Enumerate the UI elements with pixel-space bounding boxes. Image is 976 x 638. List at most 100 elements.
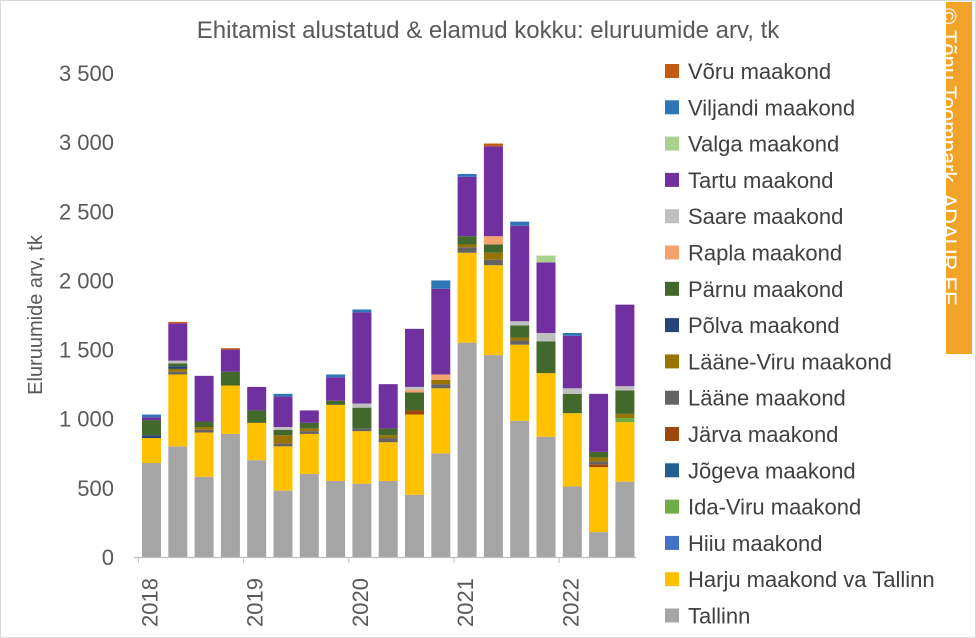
legend-swatch xyxy=(665,608,679,623)
bar-segment-19-13 xyxy=(615,304,635,387)
bar-segment-3-7 xyxy=(194,429,214,433)
bar-segment-9-7 xyxy=(352,428,372,432)
bar-segment-18-1 xyxy=(589,532,609,557)
x-year-label: 2019 xyxy=(243,578,268,627)
bar-segment-13-1 xyxy=(457,342,477,557)
legend-label: Tartu maakond xyxy=(688,168,834,193)
bar-segment-6-12 xyxy=(273,427,293,430)
bar-segment-11-2 xyxy=(405,414,424,495)
bar-segment-18-13 xyxy=(589,393,609,452)
bar-segment-7-1 xyxy=(299,474,319,557)
bar-segment-19-4 xyxy=(615,418,635,423)
chart-title: Ehitamist alustatud & elamud kokku: elur… xyxy=(197,17,780,44)
bar-segment-14-2 xyxy=(483,265,503,356)
legend-swatch xyxy=(665,572,679,587)
y-tick-label: 3 000 xyxy=(59,130,114,155)
bar-segment-10-13 xyxy=(378,384,398,429)
y-tick-label: 500 xyxy=(77,476,114,501)
bar-segment-1-9 xyxy=(142,435,161,439)
bar-segment-15-10 xyxy=(510,325,530,338)
legend-label: Saare maakond xyxy=(688,204,843,229)
legend-swatch xyxy=(665,390,679,405)
bar-segment-1-10 xyxy=(142,420,161,436)
bar-segment-1-1 xyxy=(142,462,161,557)
bar-segment-3-13 xyxy=(194,375,214,422)
bar-segment-14-1 xyxy=(483,355,503,557)
bar-segment-9-12 xyxy=(352,403,372,408)
bar-segment-5-1 xyxy=(247,460,267,557)
bar-segment-9-10 xyxy=(352,407,372,429)
bar-segment-11-12 xyxy=(405,386,424,390)
legend-label: Võru maakond xyxy=(688,59,831,84)
bar-segment-15-8 xyxy=(510,337,530,341)
bar-segment-17-12 xyxy=(562,388,582,394)
bar-segment-17-1 xyxy=(562,486,582,557)
bar-segment-13-10 xyxy=(457,236,477,245)
bar-segment-19-10 xyxy=(615,390,635,414)
legend-label: Viljandi maakond xyxy=(688,95,855,120)
legend-swatch xyxy=(665,463,679,478)
bar-segment-15-15 xyxy=(510,221,530,226)
bar-segment-7-13 xyxy=(299,410,319,423)
x-year-label: 2022 xyxy=(558,578,583,627)
bar-segment-9-1 xyxy=(352,483,372,557)
bar-segment-2-2 xyxy=(168,374,188,447)
bar-segment-7-7 xyxy=(299,431,319,434)
legend-label: Tallinn xyxy=(688,604,750,629)
credit-text: © Tõnu Toompark, ADAUR.EE xyxy=(936,8,961,306)
credit-box xyxy=(946,2,972,354)
y-tick-label: 1 500 xyxy=(59,338,114,363)
bar-segment-18-2 xyxy=(589,467,609,533)
bar-segment-1-15 xyxy=(142,414,161,418)
x-axis-ticks xyxy=(137,557,560,563)
bar-segment-10-7 xyxy=(378,438,398,443)
bar-segment-10-1 xyxy=(378,480,398,557)
bar-segment-17-15 xyxy=(562,332,582,336)
bar-segment-8-2 xyxy=(326,404,346,481)
bar-segment-17-10 xyxy=(562,393,582,414)
bar-segment-11-1 xyxy=(405,494,424,557)
legend-swatch xyxy=(665,281,679,296)
bar-segment-2-16 xyxy=(168,321,188,324)
bar-segment-18-10 xyxy=(589,451,609,458)
bar-segment-13-2 xyxy=(457,252,477,343)
bar-segment-16-2 xyxy=(536,373,556,437)
bar-segment-14-13 xyxy=(483,146,503,237)
bar-segment-15-13 xyxy=(510,225,530,322)
bar-segment-12-1 xyxy=(431,453,451,557)
bar-segment-11-13 xyxy=(405,328,424,387)
x-year-label: 2018 xyxy=(138,578,163,627)
bar-segment-9-13 xyxy=(352,312,372,404)
legend-swatch xyxy=(665,172,679,187)
bar-segment-19-2 xyxy=(615,422,635,482)
bar-segment-1-13 xyxy=(142,417,161,421)
y-tick-label: 0 xyxy=(102,545,114,570)
bar-segment-6-13 xyxy=(273,396,293,428)
legend-swatch xyxy=(665,535,679,550)
bar-segment-6-10 xyxy=(273,429,293,436)
bar-segment-16-12 xyxy=(536,332,556,342)
bar-segment-1-2 xyxy=(142,438,161,463)
y-tick-label: 2 000 xyxy=(59,268,114,293)
legend-label: Lääne maakond xyxy=(688,386,846,411)
bar-segment-6-7 xyxy=(273,443,293,447)
x-year-label: 2020 xyxy=(348,578,373,627)
bar-segment-17-13 xyxy=(562,335,582,389)
bar-segment-14-16 xyxy=(483,143,503,147)
legend-swatch xyxy=(665,245,679,260)
legend: Võru maakond Viljandi maakond Valga maakon… xyxy=(665,59,935,629)
bar-segment-6-2 xyxy=(273,446,293,491)
bar-segment-17-2 xyxy=(562,413,582,487)
legend-label: Lääne-Viru maakond xyxy=(688,349,892,374)
legend-label: Hiiu maakond xyxy=(688,531,823,556)
bar-segment-11-6 xyxy=(405,410,424,415)
legend-swatch xyxy=(665,354,679,369)
bar-segment-7-8 xyxy=(299,428,319,432)
legend-swatch xyxy=(665,318,679,333)
legend-label: Rapla maakond xyxy=(688,241,842,266)
bar-segment-16-14 xyxy=(536,255,556,263)
bar-segment-3-8 xyxy=(194,427,214,430)
legend-label: Valga maakond xyxy=(688,132,839,157)
bar-segment-4-2 xyxy=(220,385,240,434)
